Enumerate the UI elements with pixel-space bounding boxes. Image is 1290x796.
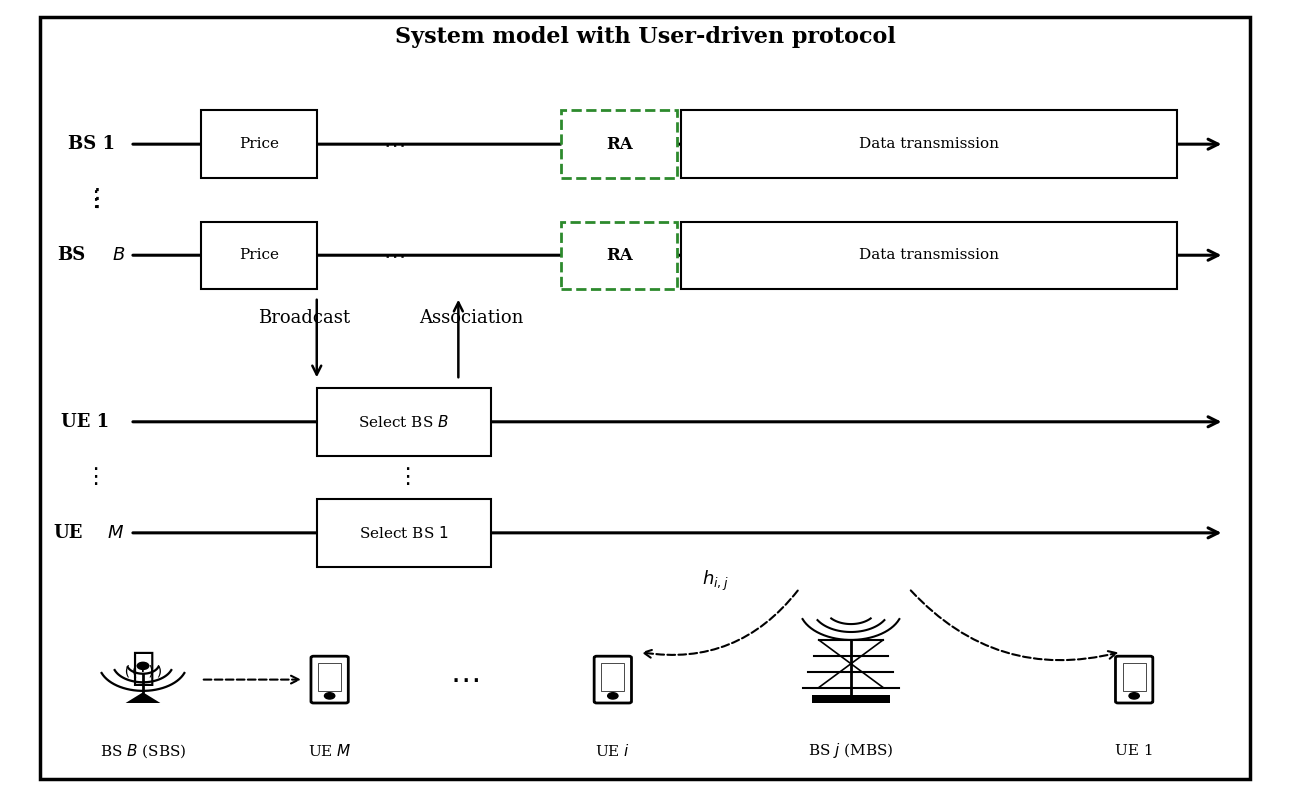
Text: $\cdots$: $\cdots$ <box>383 244 405 266</box>
FancyBboxPatch shape <box>561 111 677 178</box>
Text: $\cdots$: $\cdots$ <box>383 133 405 155</box>
Text: UE $M$: UE $M$ <box>308 743 351 759</box>
FancyBboxPatch shape <box>311 656 348 703</box>
FancyBboxPatch shape <box>319 663 342 691</box>
Text: Select BS $1$: Select BS $1$ <box>359 525 449 540</box>
Text: $\vdots$: $\vdots$ <box>84 466 98 488</box>
Text: ((·)): ((·)) <box>123 665 164 679</box>
Text: Select BS $B$: Select BS $B$ <box>359 414 449 430</box>
Text: UE: UE <box>53 524 83 542</box>
FancyBboxPatch shape <box>201 111 317 178</box>
Text: ⌕: ⌕ <box>132 649 155 687</box>
Text: UE 1: UE 1 <box>61 413 110 431</box>
Text: $\cdots$: $\cdots$ <box>450 664 479 695</box>
Text: Price: Price <box>239 248 279 262</box>
Text: RA: RA <box>606 247 632 263</box>
FancyBboxPatch shape <box>601 663 624 691</box>
Circle shape <box>325 693 335 699</box>
Text: UE $i$: UE $i$ <box>595 743 631 759</box>
Text: BS $B$ (SBS): BS $B$ (SBS) <box>99 742 186 760</box>
Text: UE 1: UE 1 <box>1115 744 1153 758</box>
FancyBboxPatch shape <box>681 221 1176 289</box>
FancyBboxPatch shape <box>201 221 317 289</box>
Text: $h_{i,j}$: $h_{i,j}$ <box>702 568 729 592</box>
Text: $B$: $B$ <box>112 246 125 264</box>
Text: Data transmission: Data transmission <box>859 137 998 151</box>
Polygon shape <box>813 696 890 704</box>
Text: BS 1: BS 1 <box>68 135 115 153</box>
Circle shape <box>1129 693 1139 699</box>
Text: Association: Association <box>419 309 524 326</box>
Text: $M$: $M$ <box>107 524 124 542</box>
FancyBboxPatch shape <box>561 221 677 289</box>
FancyBboxPatch shape <box>1116 656 1153 703</box>
Text: $\vdots$: $\vdots$ <box>84 188 99 211</box>
FancyBboxPatch shape <box>595 656 632 703</box>
FancyBboxPatch shape <box>317 499 490 567</box>
FancyBboxPatch shape <box>1122 663 1146 691</box>
Polygon shape <box>125 693 160 703</box>
Text: BS $j$ (MBS): BS $j$ (MBS) <box>808 742 894 760</box>
Text: Broadcast: Broadcast <box>258 309 350 326</box>
Text: Data transmission: Data transmission <box>859 248 998 262</box>
FancyBboxPatch shape <box>317 388 490 455</box>
Circle shape <box>608 693 618 699</box>
Text: Price: Price <box>239 137 279 151</box>
Text: $\vdots$: $\vdots$ <box>396 466 410 488</box>
Circle shape <box>137 662 148 669</box>
FancyBboxPatch shape <box>40 18 1250 778</box>
Text: BS: BS <box>57 246 85 264</box>
Text: System model with User-driven protocol: System model with User-driven protocol <box>395 26 895 48</box>
Text: RA: RA <box>606 135 632 153</box>
Text: $\vdots$: $\vdots$ <box>84 189 98 211</box>
FancyBboxPatch shape <box>681 111 1176 178</box>
